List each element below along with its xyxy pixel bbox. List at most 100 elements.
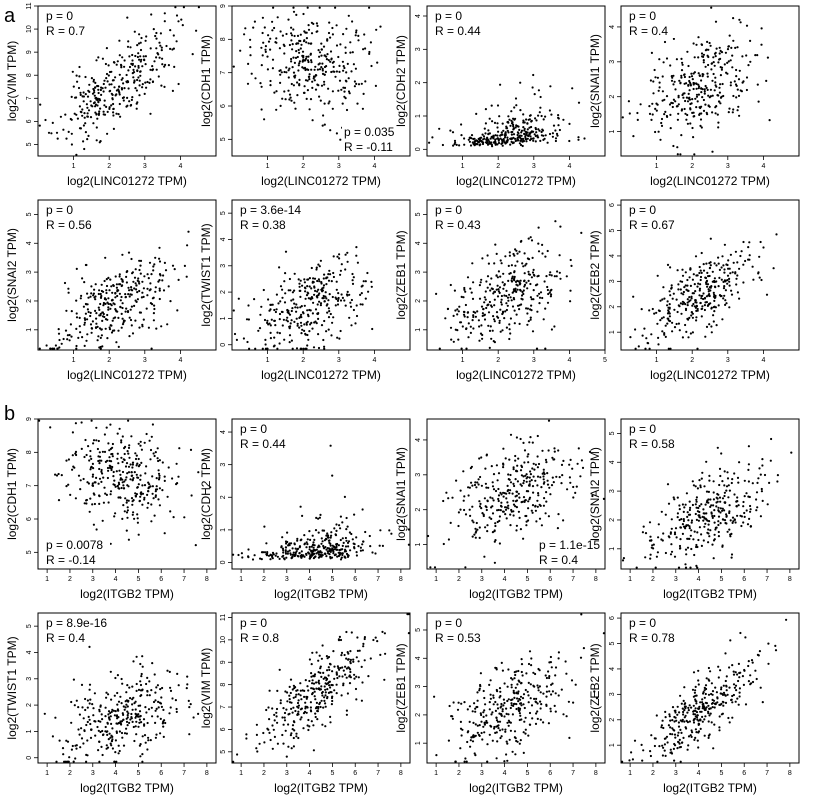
data-point bbox=[666, 304, 668, 306]
data-point bbox=[523, 133, 525, 135]
data-point bbox=[139, 755, 141, 757]
data-point bbox=[134, 452, 136, 454]
data-point bbox=[254, 554, 256, 556]
data-point bbox=[92, 714, 94, 716]
data-point bbox=[735, 251, 737, 253]
data-point bbox=[284, 719, 286, 721]
x-tick-label: 4 bbox=[308, 576, 312, 583]
data-point bbox=[264, 551, 266, 553]
data-point bbox=[84, 345, 86, 347]
data-point bbox=[289, 278, 291, 280]
data-point bbox=[498, 322, 500, 324]
data-point bbox=[330, 537, 332, 539]
data-point bbox=[133, 518, 135, 520]
data-point bbox=[305, 706, 307, 708]
data-point bbox=[522, 298, 524, 300]
data-point bbox=[338, 544, 340, 546]
data-point bbox=[293, 72, 295, 74]
data-point bbox=[636, 112, 638, 114]
data-point bbox=[141, 281, 143, 283]
data-point bbox=[516, 139, 518, 141]
data-point bbox=[677, 288, 679, 290]
data-point bbox=[153, 305, 155, 307]
data-point bbox=[569, 482, 571, 484]
data-point bbox=[126, 502, 128, 504]
data-point bbox=[122, 97, 124, 99]
data-point bbox=[691, 75, 693, 77]
data-point bbox=[285, 98, 287, 100]
data-point bbox=[326, 58, 328, 60]
data-point bbox=[756, 54, 758, 56]
data-point bbox=[340, 89, 342, 91]
data-point bbox=[683, 518, 685, 520]
data-point bbox=[687, 547, 689, 549]
data-point bbox=[308, 330, 310, 332]
data-point bbox=[297, 711, 299, 713]
data-point bbox=[318, 96, 320, 98]
data-point bbox=[297, 307, 299, 309]
data-point bbox=[686, 538, 688, 540]
data-point bbox=[329, 686, 331, 688]
data-point bbox=[148, 680, 150, 682]
data-point bbox=[642, 335, 644, 337]
data-point bbox=[176, 14, 178, 16]
data-point bbox=[487, 325, 489, 327]
data-point bbox=[679, 82, 681, 84]
data-point bbox=[132, 709, 134, 711]
data-point bbox=[678, 103, 680, 105]
data-point bbox=[157, 498, 159, 500]
y-tick-label: 1 bbox=[26, 328, 33, 332]
data-point bbox=[708, 491, 710, 493]
data-point bbox=[300, 322, 302, 324]
y-axis-label: log2(SNAI2 TPM) bbox=[588, 447, 602, 541]
data-point bbox=[700, 302, 702, 304]
data-point bbox=[706, 491, 708, 493]
data-point bbox=[62, 747, 64, 749]
data-point bbox=[138, 94, 140, 96]
data-point bbox=[140, 721, 142, 723]
data-point bbox=[527, 257, 529, 259]
data-point bbox=[275, 555, 277, 557]
data-point bbox=[139, 663, 141, 665]
data-point bbox=[478, 483, 480, 485]
data-point bbox=[306, 322, 308, 324]
data-point bbox=[347, 261, 349, 263]
x-tick-label: 2 bbox=[457, 576, 461, 583]
data-point bbox=[307, 59, 309, 61]
data-point bbox=[486, 524, 488, 526]
data-point bbox=[316, 651, 318, 653]
data-point bbox=[450, 327, 452, 329]
data-point bbox=[323, 346, 325, 348]
data-point bbox=[176, 711, 178, 713]
data-point bbox=[91, 420, 93, 422]
data-point bbox=[243, 337, 245, 339]
data-point bbox=[513, 466, 515, 468]
data-point bbox=[669, 348, 671, 350]
data-point bbox=[125, 691, 127, 693]
data-point bbox=[355, 688, 357, 690]
data-point bbox=[108, 83, 110, 85]
data-point bbox=[293, 552, 295, 554]
data-point bbox=[499, 286, 501, 288]
data-point bbox=[102, 451, 104, 453]
data-point bbox=[292, 28, 294, 30]
data-point bbox=[89, 723, 91, 725]
data-point bbox=[125, 700, 127, 702]
data-point bbox=[476, 481, 478, 483]
data-point bbox=[336, 289, 338, 291]
data-point bbox=[92, 467, 94, 469]
data-point bbox=[71, 310, 73, 312]
data-point bbox=[300, 694, 302, 696]
data-point bbox=[742, 505, 744, 507]
data-point bbox=[507, 300, 509, 302]
data-point bbox=[507, 305, 509, 307]
data-point bbox=[126, 17, 128, 19]
data-point bbox=[128, 444, 130, 446]
data-point bbox=[671, 322, 673, 324]
data-point bbox=[487, 254, 489, 256]
data-point bbox=[87, 112, 89, 114]
data-point bbox=[533, 274, 535, 276]
data-point bbox=[339, 43, 341, 45]
data-point bbox=[363, 280, 365, 282]
